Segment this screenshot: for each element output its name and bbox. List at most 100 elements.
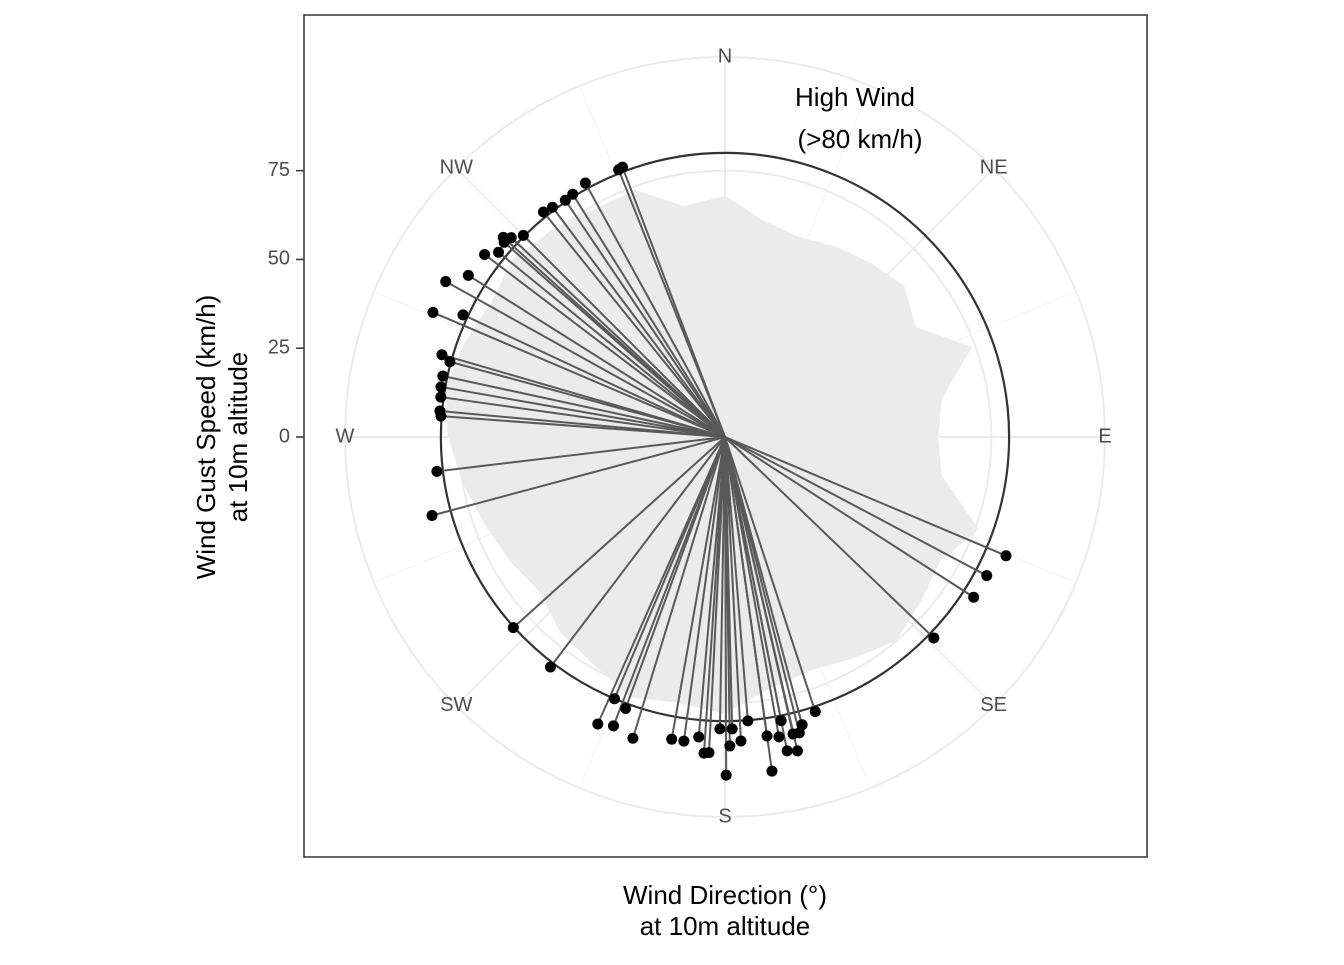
spoke: [624, 436, 726, 709]
point: [613, 164, 625, 176]
spoke: [432, 311, 726, 438]
point: [620, 702, 632, 714]
point: [775, 715, 787, 727]
point: [444, 356, 456, 368]
point: [427, 306, 439, 318]
point: [928, 632, 940, 644]
point: [559, 194, 571, 206]
x-tick-label: W: [336, 425, 355, 447]
y-tick-label: 25: [268, 336, 290, 358]
point: [766, 765, 778, 777]
point: [608, 693, 620, 705]
point: [544, 661, 556, 673]
point: [457, 309, 469, 321]
x-tick-label: S: [718, 805, 731, 827]
x-tick-label: SE: [980, 694, 1007, 716]
point: [761, 730, 773, 742]
spoke: [467, 274, 726, 438]
point: [968, 591, 980, 603]
spoke: [724, 436, 817, 712]
spoke: [718, 436, 726, 729]
spoke: [440, 415, 726, 438]
point: [1000, 550, 1012, 562]
point: [507, 622, 519, 634]
spoke: [440, 396, 726, 438]
x-tick-label: NW: [440, 157, 473, 179]
point: [809, 706, 821, 718]
spoke: [462, 313, 726, 438]
point: [714, 723, 726, 735]
x-tick-label: SW: [440, 694, 472, 716]
y-tick-label: 75: [268, 159, 290, 181]
spoke: [522, 234, 726, 438]
point: [724, 740, 736, 752]
point: [436, 349, 448, 361]
y-tick-label: 50: [268, 248, 290, 270]
spoke: [682, 436, 726, 742]
spoke: [724, 436, 975, 599]
spoke: [724, 436, 742, 741]
point: [791, 745, 803, 757]
point: [693, 731, 705, 743]
marks: [426, 151, 1012, 781]
spoke: [724, 436, 988, 577]
x-tick-label: NE: [980, 157, 1008, 179]
point: [627, 732, 639, 744]
point: [537, 206, 549, 218]
spoke: [431, 436, 726, 517]
spoke: [697, 436, 726, 738]
spoke: [724, 436, 789, 752]
annotation: (>80 km/h): [798, 124, 923, 154]
spoke: [549, 436, 726, 668]
point: [579, 177, 591, 189]
point: [742, 715, 754, 727]
point: [426, 509, 438, 521]
spoke: [724, 436, 935, 639]
spoke: [449, 360, 726, 438]
spoke: [724, 436, 749, 721]
x-axis-title: Wind Direction (°): [623, 880, 827, 910]
point: [492, 246, 504, 258]
point: [498, 236, 510, 248]
spoke: [436, 436, 726, 473]
spoke: [571, 193, 726, 438]
spoke: [584, 182, 726, 438]
x-axis-title: at 10m altitude: [640, 911, 811, 941]
spoke: [724, 436, 804, 726]
point: [462, 269, 474, 281]
point: [435, 410, 447, 422]
spoke: [483, 253, 726, 438]
point: [517, 229, 529, 241]
spoke: [724, 436, 1007, 557]
spoke: [440, 385, 726, 438]
point: [735, 735, 747, 747]
point: [720, 769, 732, 781]
point: [608, 720, 620, 732]
spoke: [724, 436, 799, 752]
point: [796, 719, 808, 731]
y-tick-label: 0: [279, 425, 290, 447]
spoke: [708, 436, 726, 753]
point: [431, 465, 443, 477]
point: [703, 747, 715, 759]
point: [781, 745, 793, 757]
spoke: [442, 375, 726, 438]
point: [546, 201, 558, 213]
spoke: [564, 199, 726, 438]
point: [479, 248, 491, 260]
spoke: [724, 436, 773, 772]
point: [678, 735, 690, 747]
point: [981, 570, 993, 582]
point: [435, 381, 447, 393]
point: [437, 370, 449, 382]
spoke: [724, 436, 734, 729]
spoke: [596, 436, 726, 725]
point: [666, 733, 678, 745]
point: [435, 391, 447, 403]
point: [440, 276, 452, 288]
y-axis-title: Wind Gust Speed (km/h): [191, 295, 221, 580]
spoke: [631, 436, 726, 739]
spoke: [670, 436, 726, 740]
point: [773, 731, 785, 743]
